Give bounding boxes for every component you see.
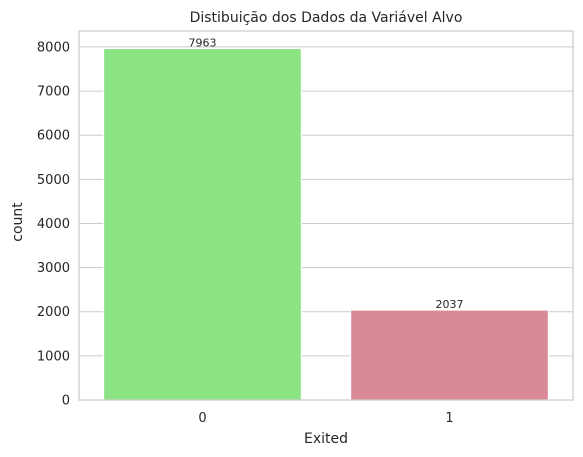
data-label-1: 2037 xyxy=(436,298,464,311)
y-tick-label: 3000 xyxy=(37,261,70,276)
chart-title: Distibuição dos Dados da Variável Alvo xyxy=(190,10,463,26)
bar-0 xyxy=(103,48,302,401)
plot-frame xyxy=(78,30,574,401)
x-axis-label: Exited xyxy=(304,431,348,447)
y-tick-label: 7000 xyxy=(37,85,70,100)
y-tick-label: 2000 xyxy=(37,305,70,320)
data-label-0: 7963 xyxy=(189,37,217,50)
bar-1 xyxy=(350,309,549,401)
bars xyxy=(103,48,549,401)
y-tick-label: 4000 xyxy=(37,217,70,232)
x-tick-label: 0 xyxy=(198,411,206,426)
y-tick-label: 1000 xyxy=(37,349,70,364)
data-labels: 7963 2037 xyxy=(189,37,464,312)
y-tick-labels: 0 1000 2000 3000 4000 5000 6000 7000 8000 xyxy=(37,40,70,408)
y-axis-label: count xyxy=(10,202,26,242)
y-tick-label: 5000 xyxy=(37,173,70,188)
y-tick-label: 6000 xyxy=(37,129,70,144)
y-tick-label: 8000 xyxy=(37,40,70,55)
y-tick-label: 0 xyxy=(62,394,70,409)
x-tick-label: 1 xyxy=(445,411,453,426)
